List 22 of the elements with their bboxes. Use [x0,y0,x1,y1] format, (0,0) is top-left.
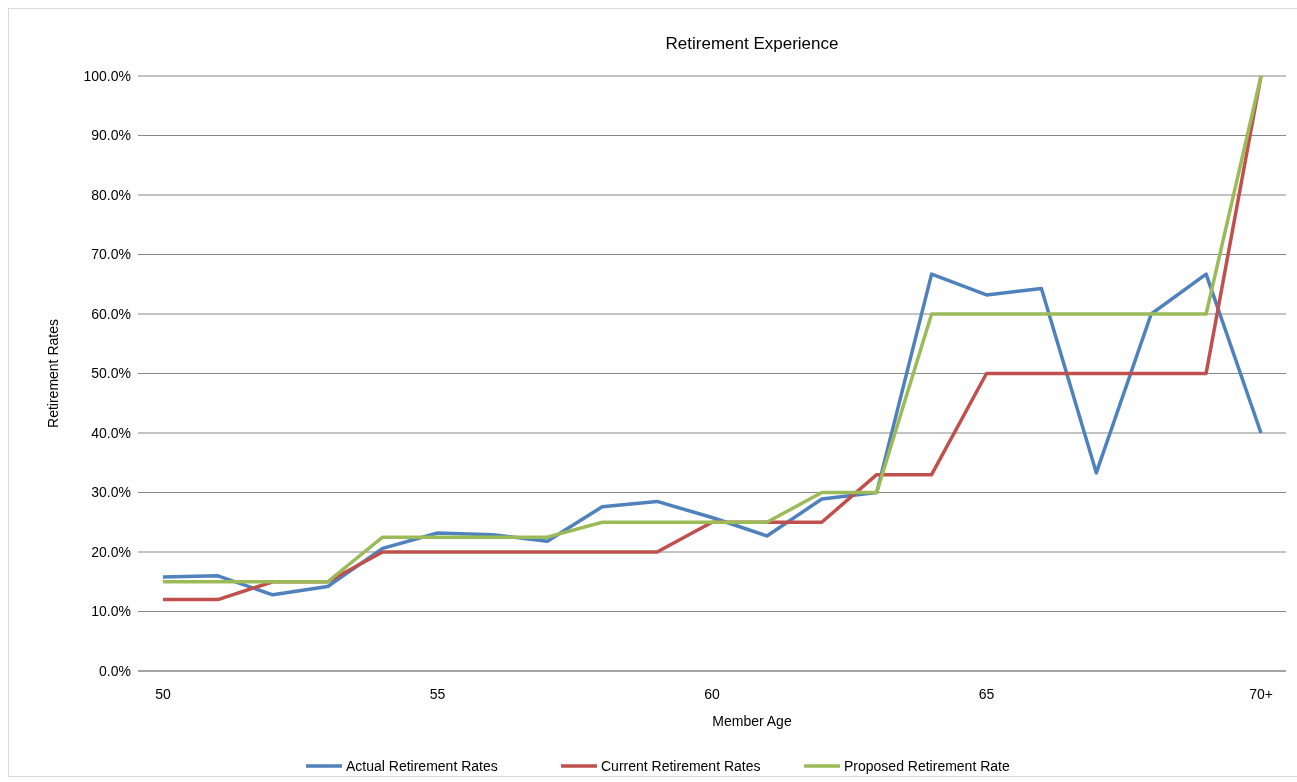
y-tick-label: 0.0% [99,662,131,679]
y-axis-title: Retirement Rates [45,319,61,428]
y-tick-label: 80.0% [91,186,131,203]
x-tick-label: 65 [978,686,995,702]
legend-label: Actual Retirement Rates [346,757,498,774]
y-tick-label: 40.0% [91,424,131,441]
chart-title: Retirement Experience [665,34,839,53]
y-tick-label: 50.0% [91,365,131,382]
x-axis-title: Member Age [712,713,792,729]
legend-label: Proposed Retirement Rate [844,757,1010,774]
x-tick-label: 55 [429,686,446,702]
y-tick-label: 90.0% [91,127,131,144]
x-tick-label: 70+ [1249,686,1273,702]
x-tick-label: 50 [155,686,171,702]
y-tick-label: 100.0% [83,67,131,84]
y-tick-label: 10.0% [91,603,131,620]
y-tick-label: 30.0% [91,484,131,501]
y-tick-label: 60.0% [91,305,131,322]
y-tick-label: 70.0% [91,246,131,263]
legend-label: Current Retirement Rates [601,757,761,774]
x-tick-label: 60 [704,686,720,702]
y-tick-label: 20.0% [91,543,131,560]
